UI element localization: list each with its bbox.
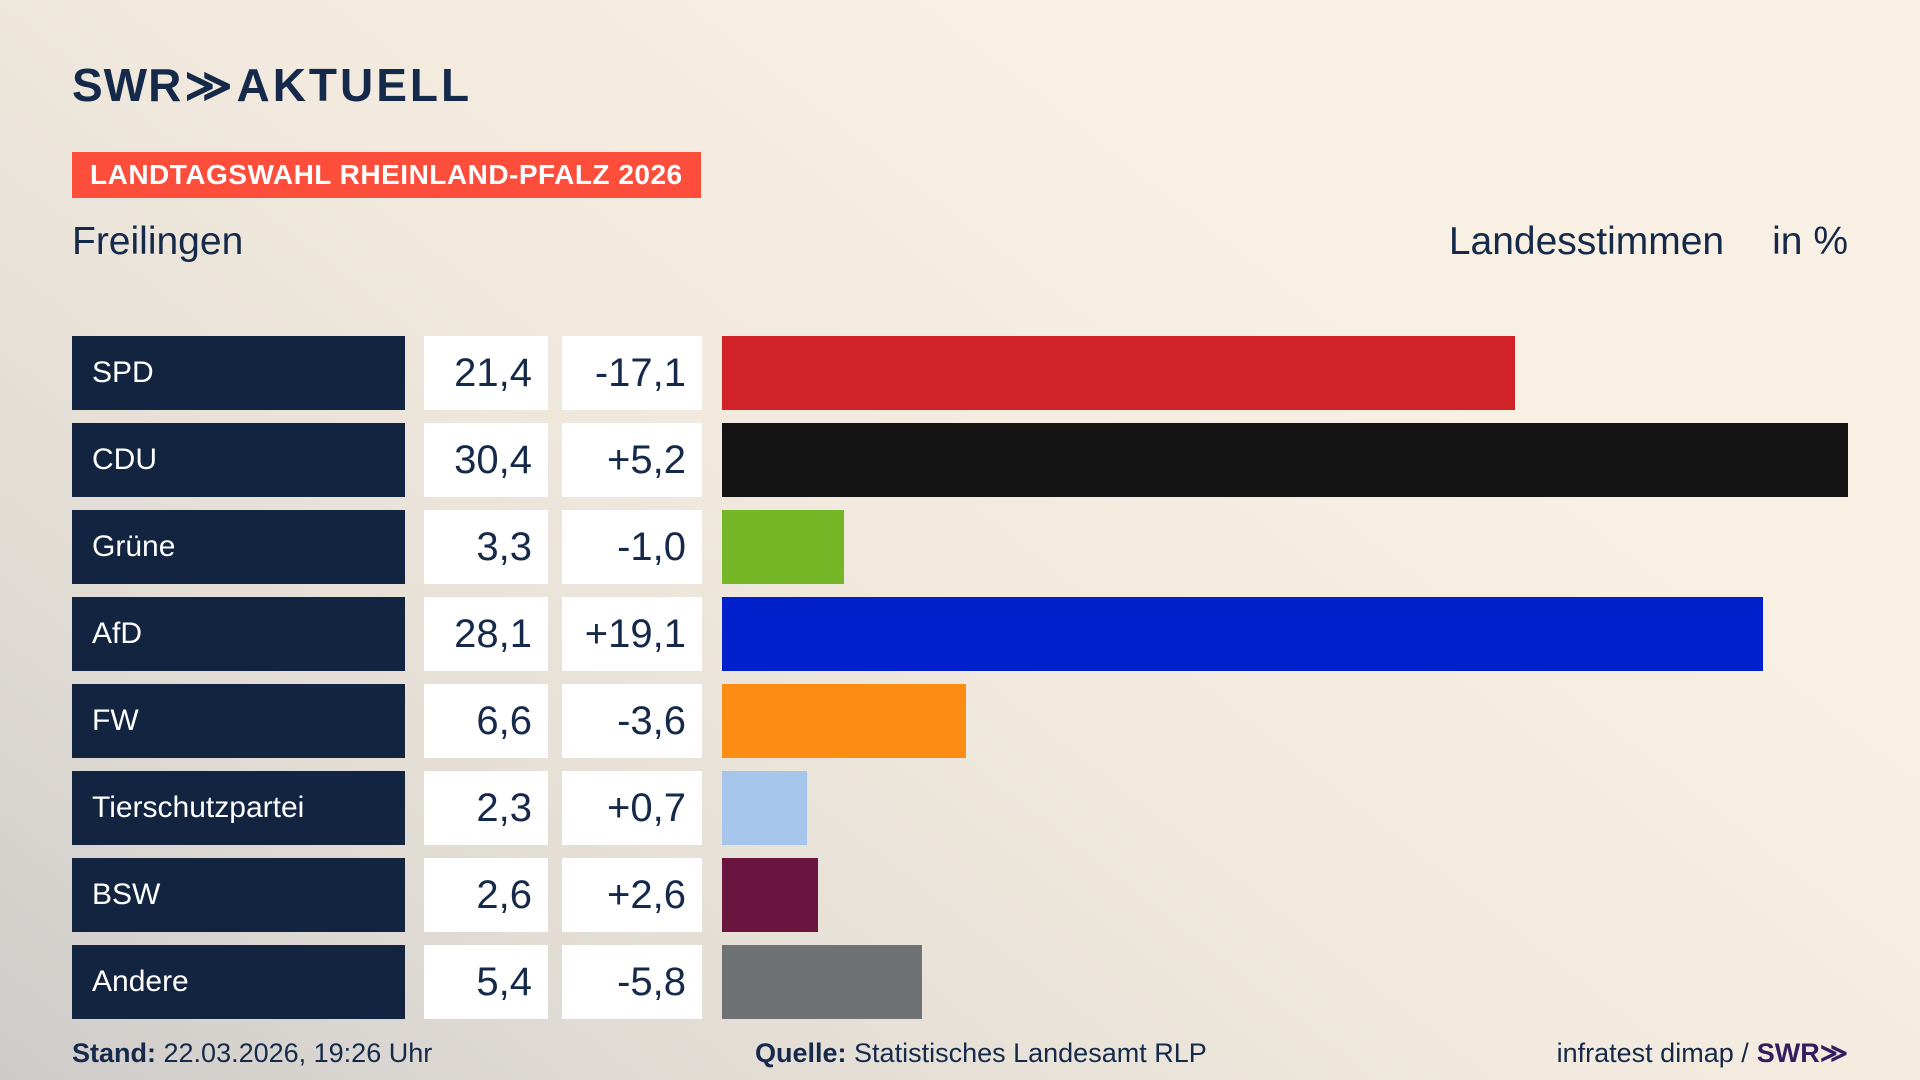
bar-track (722, 423, 1848, 497)
result-bar (722, 510, 845, 584)
bar-track (722, 858, 1848, 932)
value-cell: 28,1 (424, 597, 548, 671)
result-bar (722, 597, 1763, 671)
value-cell: 30,4 (424, 423, 548, 497)
table-row: FW 6,6 -3,6 (72, 684, 1848, 758)
value-cell: 2,6 (424, 858, 548, 932)
party-label: BSW (72, 858, 405, 932)
footer: Stand: 22.03.2026, 19:26 Uhr Quelle: Sta… (72, 1038, 1848, 1074)
table-row: Andere 5,4 -5,8 (72, 945, 1848, 1019)
table-row: BSW 2,6 +2,6 (72, 858, 1848, 932)
value-cell: 5,4 (424, 945, 548, 1019)
change-cell: +2,6 (562, 858, 702, 932)
bar-track (722, 771, 1848, 845)
credit-note: infratest dimap / SWR≫ (1557, 1038, 1848, 1069)
municipality-title: Freilingen (72, 220, 244, 263)
swr-brand-logo: SWR≫ (1756, 1038, 1848, 1068)
table-row: AfD 28,1 +19,1 (72, 597, 1848, 671)
value-cell: 3,3 (424, 510, 548, 584)
bar-track (722, 684, 1848, 758)
value-cell: 6,6 (424, 684, 548, 758)
party-label: Grüne (72, 510, 405, 584)
stand-timestamp: Stand: 22.03.2026, 19:26 Uhr (72, 1038, 432, 1069)
logo-aktuell-text: AKTUELL (236, 59, 473, 111)
change-cell: -3,6 (562, 684, 702, 758)
change-cell: +5,2 (562, 423, 702, 497)
party-label: Tierschutzpartei (72, 771, 405, 845)
table-row: CDU 30,4 +5,2 (72, 423, 1848, 497)
party-label: AfD (72, 597, 405, 671)
bar-track (722, 510, 1848, 584)
table-row: SPD 21,4 -17,1 (72, 336, 1848, 410)
swr-aktuell-logo: SWR≫ AKTUELL (72, 58, 472, 112)
stand-label: Stand: (72, 1038, 156, 1068)
quelle-label: Quelle: (755, 1038, 847, 1068)
change-cell: -17,1 (562, 336, 702, 410)
table-row: Tierschutzpartei 2,3 +0,7 (72, 771, 1848, 845)
vote-type-title: Landesstimmen in % (1449, 220, 1848, 264)
quelle-value: Statistisches Landesamt RLP (854, 1038, 1207, 1068)
double-chevron-icon: ≫ (184, 59, 232, 111)
vote-type-label: Landesstimmen (1448, 220, 1725, 263)
value-cell: 21,4 (424, 336, 548, 410)
source-note: Quelle: Statistisches Landesamt RLP (755, 1038, 1207, 1069)
bar-track (722, 336, 1848, 410)
change-cell: +0,7 (562, 771, 702, 845)
result-bar (722, 945, 922, 1019)
change-cell: -1,0 (562, 510, 702, 584)
bar-track (722, 597, 1848, 671)
result-bar (722, 858, 819, 932)
stand-value: 22.03.2026, 19:26 Uhr (163, 1038, 433, 1068)
bar-track (722, 945, 1848, 1019)
result-bar (722, 423, 1848, 497)
change-cell: -5,8 (562, 945, 702, 1019)
result-bar (722, 771, 808, 845)
title-bar: Freilingen Landesstimmen in % (72, 220, 1848, 264)
logo-swr-text: SWR (72, 59, 183, 111)
party-label: FW (72, 684, 405, 758)
result-bar (722, 684, 967, 758)
table-row: Grüne 3,3 -1,0 (72, 510, 1848, 584)
unit-label: in % (1772, 220, 1848, 263)
change-cell: +19,1 (562, 597, 702, 671)
party-label: SPD (72, 336, 405, 410)
credit-text: infratest dimap / (1556, 1038, 1749, 1068)
results-table: SPD 21,4 -17,1 CDU 30,4 +5,2 Grüne 3,3 -… (72, 336, 1848, 1032)
party-label: Andere (72, 945, 405, 1019)
value-cell: 2,3 (424, 771, 548, 845)
party-label: CDU (72, 423, 405, 497)
election-banner: LANDTAGSWAHL RHEINLAND-PFALZ 2026 (72, 152, 701, 198)
result-bar (722, 336, 1515, 410)
